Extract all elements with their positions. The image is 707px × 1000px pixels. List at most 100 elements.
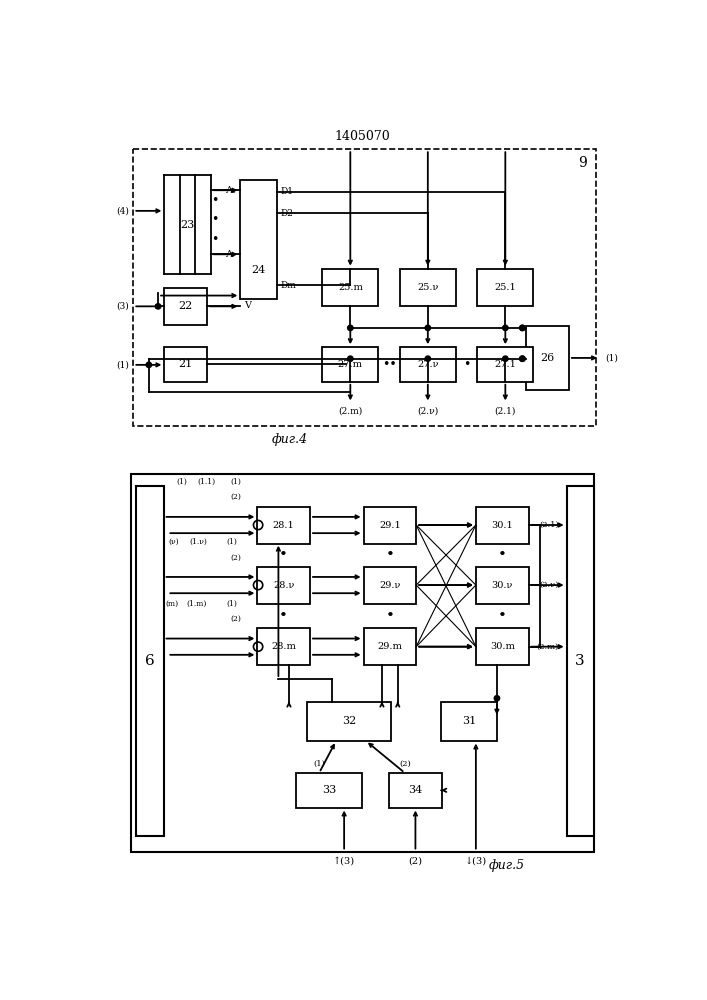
Bar [363, 628, 416, 665]
Circle shape [520, 325, 525, 331]
Text: •: • [211, 233, 218, 246]
Bar [400, 269, 456, 306]
Bar [240, 180, 277, 299]
Text: (1): (1) [116, 360, 129, 369]
Bar [363, 567, 416, 604]
Text: ↓(3): ↓(3) [464, 856, 487, 865]
Text: •: • [385, 609, 395, 623]
Text: ••: •• [382, 358, 397, 371]
Text: 29.1: 29.1 [379, 521, 401, 530]
Circle shape [503, 356, 508, 361]
Text: 26: 26 [540, 353, 555, 363]
Text: Dm: Dm [281, 281, 296, 290]
Text: фиг.4: фиг.4 [271, 433, 308, 446]
Bar [476, 507, 529, 544]
Text: 23: 23 [180, 220, 194, 230]
Bar [389, 773, 442, 808]
Text: (2): (2) [399, 760, 411, 768]
Bar [164, 288, 207, 325]
Text: •: • [463, 358, 470, 371]
Circle shape [348, 356, 353, 361]
Circle shape [348, 325, 353, 331]
Text: (1.1): (1.1) [197, 478, 215, 486]
Text: 28.m: 28.m [271, 642, 296, 651]
Text: (1.m): (1.m) [187, 600, 207, 608]
Text: •: • [211, 194, 218, 207]
Bar [441, 702, 497, 741]
Text: (1.ν): (1.ν) [189, 538, 207, 546]
Text: (2): (2) [230, 493, 241, 501]
Text: (2.ν): (2.ν) [539, 581, 559, 589]
Bar [477, 269, 533, 306]
Text: 6: 6 [145, 654, 155, 668]
Text: 25.m: 25.m [338, 283, 363, 292]
Text: 34: 34 [409, 785, 423, 795]
Text: (1): (1) [230, 478, 241, 486]
Text: •: • [498, 609, 507, 623]
Circle shape [520, 356, 525, 361]
Circle shape [156, 304, 160, 309]
Bar [566, 486, 594, 836]
Bar [476, 628, 529, 665]
Text: D2: D2 [281, 209, 293, 218]
Bar [257, 628, 310, 665]
Text: (1): (1) [313, 760, 325, 768]
Text: 29.ν: 29.ν [379, 581, 401, 590]
Text: (2): (2) [230, 615, 241, 623]
Bar [363, 507, 416, 544]
Text: •: • [211, 213, 218, 226]
Circle shape [520, 325, 525, 331]
Text: (2.1): (2.1) [495, 407, 516, 416]
Bar [296, 773, 362, 808]
Text: (2.m): (2.m) [537, 643, 559, 651]
Text: (2.ν): (2.ν) [417, 407, 438, 416]
Circle shape [494, 696, 500, 701]
Text: (2.m): (2.m) [338, 407, 363, 416]
Text: 21: 21 [178, 359, 193, 369]
Text: •: • [385, 548, 395, 562]
Bar [164, 347, 207, 382]
Text: A₁: A₁ [225, 186, 235, 195]
Circle shape [425, 356, 431, 361]
Text: (2): (2) [409, 856, 422, 865]
Text: (2.1): (2.1) [539, 521, 559, 529]
Text: (1): (1) [176, 478, 187, 486]
Text: 30.m: 30.m [490, 642, 515, 651]
Bar [322, 347, 378, 382]
Text: (1): (1) [226, 600, 237, 608]
Text: (1): (1) [226, 538, 237, 546]
Text: 22: 22 [178, 301, 193, 311]
Text: 9: 9 [578, 156, 586, 170]
Text: 25.ν: 25.ν [417, 283, 438, 292]
Text: 24: 24 [252, 265, 266, 275]
Text: 3: 3 [575, 654, 585, 668]
Text: Aᵢ: Aᵢ [225, 250, 233, 259]
Text: 1405070: 1405070 [334, 130, 390, 143]
Text: 27.ν: 27.ν [417, 360, 438, 369]
Text: 27.m: 27.m [338, 360, 363, 369]
Bar [400, 347, 456, 382]
Text: 30.1: 30.1 [491, 521, 513, 530]
Text: 32: 32 [341, 716, 356, 726]
Circle shape [503, 325, 508, 331]
Bar [257, 507, 310, 544]
Text: (1): (1) [605, 353, 618, 362]
Text: ↑(3): ↑(3) [333, 856, 355, 865]
Text: 30.ν: 30.ν [491, 581, 513, 590]
Bar [134, 149, 596, 426]
Bar [477, 347, 533, 382]
Text: (3): (3) [116, 302, 129, 311]
Text: 27.1: 27.1 [494, 360, 516, 369]
Bar [526, 326, 569, 389]
Text: D1: D1 [281, 187, 293, 196]
Text: •: • [498, 548, 507, 562]
Text: •: • [279, 548, 288, 562]
Text: 28.ν: 28.ν [273, 581, 294, 590]
Bar [307, 702, 391, 741]
Text: (2): (2) [230, 553, 241, 561]
Bar [136, 486, 163, 836]
Text: (m): (m) [165, 600, 179, 608]
Circle shape [146, 362, 151, 368]
Text: •: • [279, 609, 288, 623]
Circle shape [520, 356, 525, 361]
